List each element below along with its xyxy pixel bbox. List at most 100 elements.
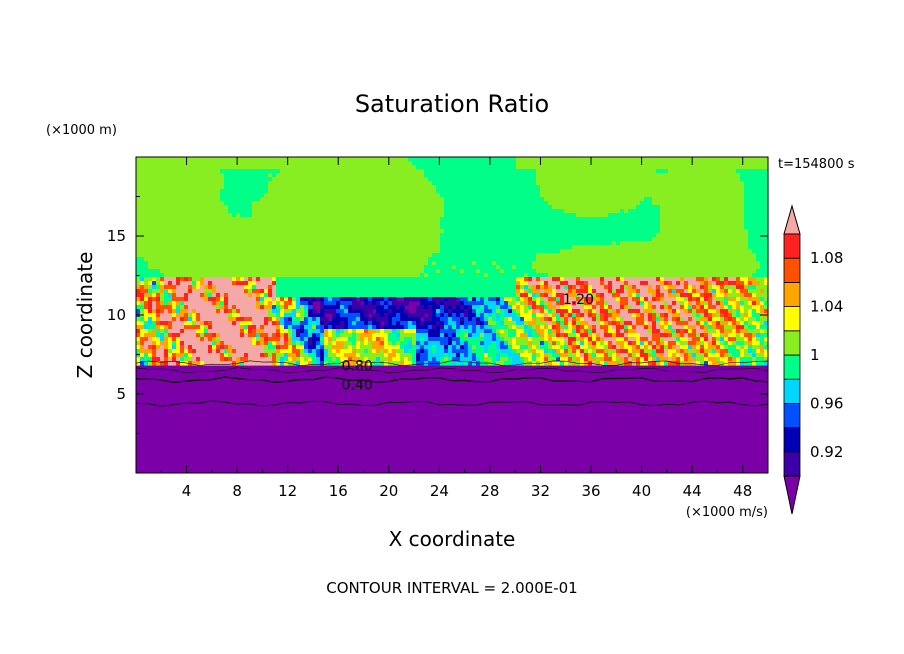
field-cell <box>264 289 269 294</box>
field-cell <box>452 309 457 314</box>
field-cell <box>224 209 229 214</box>
field-cell <box>388 193 393 198</box>
field-cell <box>164 177 169 182</box>
field-cell <box>264 225 269 230</box>
field-cell <box>392 325 397 330</box>
field-cell <box>492 285 497 290</box>
field-cell <box>348 173 353 178</box>
field-cell <box>428 165 433 170</box>
field-cell <box>312 209 317 214</box>
field-cell <box>280 317 285 322</box>
field-cell <box>236 177 241 182</box>
field-cell <box>496 305 501 310</box>
field-cell <box>288 329 293 334</box>
field-cell <box>504 197 509 202</box>
field-cell <box>168 305 173 310</box>
field-cell <box>516 273 521 278</box>
field-cell <box>180 161 185 166</box>
field-cell <box>268 233 273 238</box>
field-cell <box>468 221 473 226</box>
field-cell <box>340 225 345 230</box>
field-cell <box>304 349 309 354</box>
field-cell <box>200 189 205 194</box>
field-cell <box>292 269 297 274</box>
field-cell <box>456 193 461 198</box>
field-cell <box>332 281 337 286</box>
field-cell <box>260 233 265 238</box>
field-cell <box>232 361 237 366</box>
field-cell <box>396 357 401 362</box>
field-cell <box>492 177 497 182</box>
field-cell <box>432 173 437 178</box>
field-cell <box>224 237 229 242</box>
field-cell <box>224 241 229 246</box>
field-cell <box>464 301 469 306</box>
field-cell <box>368 341 373 346</box>
field-cell <box>396 257 401 262</box>
field-cell <box>300 329 305 334</box>
field-cell <box>500 269 505 274</box>
field-cell <box>488 269 493 274</box>
field-cell <box>280 197 285 202</box>
field-cell <box>392 185 397 190</box>
field-cell <box>340 257 345 262</box>
field-cell <box>392 169 397 174</box>
field-cell <box>324 309 329 314</box>
field-cell <box>188 161 193 166</box>
field-cell <box>472 309 477 314</box>
field-cell <box>200 209 205 214</box>
field-cell <box>488 165 493 170</box>
field-cell <box>208 269 213 274</box>
field-cell <box>432 325 437 330</box>
field-cell <box>492 329 497 334</box>
field-cell <box>320 193 325 198</box>
field-cell <box>180 293 185 298</box>
field-cell <box>172 221 177 226</box>
field-cell <box>500 217 505 222</box>
field-cell <box>376 309 381 314</box>
field-cell <box>156 313 161 318</box>
field-cell <box>372 161 377 166</box>
field-cell <box>444 281 449 286</box>
field-cell <box>324 329 329 334</box>
field-cell <box>184 169 189 174</box>
field-cell <box>272 249 277 254</box>
field-cell <box>192 189 197 194</box>
field-cell <box>176 289 181 294</box>
field-cell <box>520 185 525 190</box>
field-cell <box>320 165 325 170</box>
field-cell <box>304 281 309 286</box>
field-cell <box>280 361 285 366</box>
field-cell <box>316 205 321 210</box>
field-cell <box>256 265 261 270</box>
field-cell <box>424 201 429 206</box>
field-cell <box>244 277 249 282</box>
field-cell <box>296 321 301 326</box>
field-cell <box>492 341 497 346</box>
field-cell <box>348 273 353 278</box>
field-cell <box>364 189 369 194</box>
field-cell <box>180 361 185 366</box>
field-cell <box>308 321 313 326</box>
field-cell <box>512 321 517 326</box>
field-cell <box>432 161 437 166</box>
field-cell <box>276 249 281 254</box>
field-cell <box>476 293 481 298</box>
field-cell <box>152 341 157 346</box>
field-cell <box>496 257 501 262</box>
field-cell <box>288 245 293 250</box>
field-cell <box>464 245 469 250</box>
field-cell <box>268 193 273 198</box>
field-cell <box>216 241 221 246</box>
field-cell <box>376 261 381 266</box>
field-cell <box>292 233 297 238</box>
field-cell <box>256 297 261 302</box>
field-cell <box>472 305 477 310</box>
field-cell <box>504 261 509 266</box>
field-cell <box>348 185 353 190</box>
field-cell <box>404 361 409 366</box>
field-cell <box>484 341 489 346</box>
field-cell <box>272 261 277 266</box>
field-cell <box>288 173 293 178</box>
